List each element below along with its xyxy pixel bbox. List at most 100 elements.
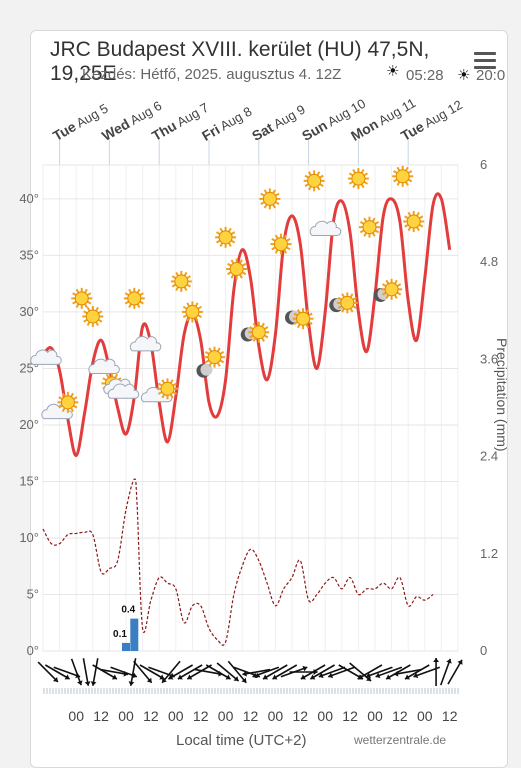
wind-arrowhead (168, 674, 174, 680)
cloud-icon (309, 220, 342, 237)
y-right-tick-label: 6 (480, 157, 487, 172)
wind-arrow (393, 668, 422, 676)
cloud-icon (88, 358, 120, 374)
y-left-tick-label: 15° (19, 473, 39, 488)
sun-icon (170, 270, 192, 292)
x-tick-label: 00 (367, 708, 383, 724)
wind-arrowhead (64, 674, 70, 680)
wind-arrow (309, 664, 336, 680)
sun-icon (226, 258, 248, 280)
precipitation-bar (122, 642, 130, 651)
wind-arrow (139, 664, 165, 680)
x-tick-label: 00 (68, 708, 84, 724)
sunrise-icon: ☀ (386, 63, 400, 80)
sun-icon (303, 170, 325, 192)
wind-arrowhead (52, 676, 58, 682)
wind-arrowhead (393, 670, 399, 677)
wind-arrow (252, 666, 280, 678)
x-tick-label: 12 (293, 708, 309, 724)
sun-icon (336, 292, 358, 314)
x-tick-label: 12 (392, 708, 408, 724)
wind-arrowhead (366, 672, 371, 679)
moon-icon (196, 363, 213, 378)
sun-icon (71, 287, 93, 309)
credit-link[interactable]: wetterzentrale.de (354, 733, 447, 747)
x-tick-label: 00 (317, 708, 333, 724)
cloud-icon (30, 349, 62, 365)
wind-arrowhead (328, 672, 334, 679)
wind-arrowhead (413, 672, 419, 679)
wind-arrow (447, 659, 463, 685)
y-right-tick-label: 2.4 (480, 449, 498, 464)
sun-icon (347, 168, 369, 190)
wind-arrow (167, 664, 194, 680)
wind-arrowhead (241, 677, 247, 683)
wind-arrowhead (300, 674, 306, 680)
y-right-tick-label: 0 (480, 643, 487, 658)
x-tick-label: 12 (143, 708, 159, 724)
wind-arrow (404, 664, 430, 680)
wind-arrowhead (177, 674, 183, 680)
x-tick-label: 12 (342, 708, 358, 724)
sun-icon (123, 287, 145, 309)
wind-arrow (161, 660, 181, 684)
temperature-line (41, 192, 452, 457)
wind-arrowhead (433, 658, 440, 663)
wind-arrowhead (457, 659, 463, 665)
wind-arrow (375, 666, 403, 678)
precipitation-label: 0.1 (113, 629, 127, 640)
x-tick-label: 00 (118, 708, 134, 724)
y-right-tick-label: 4.8 (480, 254, 498, 269)
cloud-icon (107, 383, 140, 399)
wind-arrow (186, 664, 212, 680)
sunset-icon: ☀ (457, 67, 471, 84)
wind-arrow (300, 664, 326, 680)
wind-arrow (385, 664, 411, 680)
plot-area (42, 164, 459, 652)
y-left-tick-label: 5° (27, 586, 39, 601)
wind-arrow (205, 664, 231, 680)
wind-arrowhead (77, 680, 83, 686)
wind-arrowhead (111, 674, 117, 680)
sun-icon (392, 165, 414, 187)
sun-icon (270, 233, 292, 255)
sun-icon (215, 226, 237, 248)
wind-arrowhead (405, 674, 410, 680)
wind-arrow (318, 666, 346, 678)
wind-arrowhead (225, 674, 231, 680)
wind-arrow (216, 662, 240, 682)
wind-arrowhead (162, 677, 167, 683)
y-left-tick-label: 30° (19, 304, 39, 319)
wind-arrow (349, 662, 372, 682)
hamburger-menu-icon[interactable] (474, 52, 496, 70)
x-tick-label: 12 (93, 708, 109, 724)
chart-subtitle: Kezdés: Hétfő, 2025. augusztus 4. 12Z (82, 66, 342, 83)
sun-icon (259, 188, 281, 210)
wind-arrow (177, 664, 203, 680)
sun-icon (358, 216, 380, 238)
wind-arrowhead (90, 681, 97, 686)
wind-arrow (194, 668, 223, 676)
wind-arrow (92, 664, 118, 680)
sun-icon (157, 378, 178, 400)
wind-arrowhead (263, 674, 269, 680)
wind-arrow (37, 661, 59, 683)
y-left-tick-label: 20° (19, 417, 39, 432)
sun-icon (57, 391, 79, 413)
x-tick-label: 12 (442, 708, 458, 724)
wind-arrowhead (386, 674, 392, 680)
x-tick-label: 00 (268, 708, 284, 724)
chart-title: JRC Budapest XVIII. kerület (HU) 47,5N, … (50, 38, 430, 85)
wind-arrow (365, 666, 393, 678)
sunset-time: 20:0 (476, 67, 506, 84)
sun-icon (181, 301, 203, 323)
sunrise-time: 05:28 (406, 67, 444, 84)
wind-arrow (439, 658, 452, 686)
wind-arrow (82, 658, 90, 686)
y-left-tick-label: 40° (19, 191, 39, 206)
sun-icon (403, 211, 425, 233)
wind-arrowhead (357, 674, 363, 680)
wind-arrow (227, 660, 247, 684)
wind-arrow (262, 664, 288, 680)
